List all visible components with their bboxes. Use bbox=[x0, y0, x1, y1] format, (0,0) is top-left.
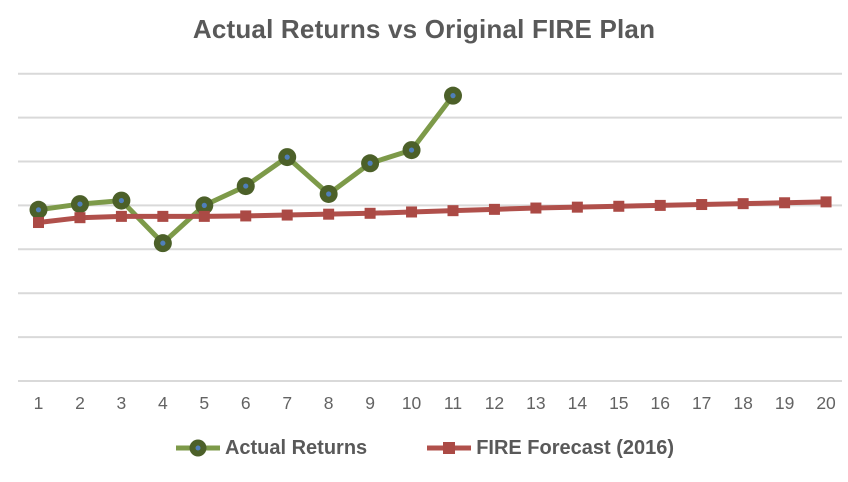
x-axis-tick: 5 bbox=[199, 393, 209, 413]
legend-line-circle-marker-icon bbox=[175, 439, 220, 457]
x-axis-tick: 6 bbox=[241, 393, 251, 413]
data-point-marker bbox=[33, 217, 44, 229]
x-axis-tick: 17 bbox=[692, 393, 711, 413]
data-point-marker bbox=[364, 207, 376, 219]
x-axis-tick: 1 bbox=[34, 393, 44, 413]
data-point-marker bbox=[115, 210, 127, 222]
x-axis-tick: 10 bbox=[402, 393, 422, 413]
x-axis-tick: 2 bbox=[75, 393, 85, 413]
x-axis-tick: 3 bbox=[117, 393, 127, 413]
chart-title: Actual Returns vs Original FIRE Plan bbox=[192, 14, 656, 44]
data-point-marker bbox=[654, 199, 666, 211]
x-axis-tick: 11 bbox=[444, 393, 462, 413]
x-axis-tick: 9 bbox=[365, 393, 375, 413]
data-point-marker-dot bbox=[118, 197, 124, 204]
data-point-marker bbox=[74, 212, 86, 224]
data-point-marker bbox=[613, 200, 625, 212]
data-point-marker bbox=[281, 209, 293, 221]
data-point-marker bbox=[737, 198, 749, 210]
legend-item-actual-returns: Actual Returns bbox=[174, 436, 367, 460]
legend-line-square-marker-icon bbox=[427, 442, 472, 454]
data-point-marker-dot bbox=[284, 154, 290, 160]
data-point-marker-dot bbox=[450, 93, 456, 99]
legend: Actual Returns FIRE Forecast (2016) bbox=[0, 436, 848, 460]
data-point-marker bbox=[488, 203, 500, 215]
data-point-marker bbox=[696, 199, 708, 211]
legend-label-actual-returns: Actual Returns bbox=[224, 436, 368, 459]
data-point-marker-dot bbox=[77, 201, 83, 207]
x-axis-tick: 13 bbox=[526, 393, 545, 413]
x-axis-tick: 12 bbox=[485, 393, 504, 413]
x-axis-tick: 16 bbox=[651, 393, 670, 413]
x-axis-tick: 4 bbox=[158, 393, 168, 413]
x-axis-tick: 18 bbox=[733, 393, 752, 413]
data-point-marker-dot bbox=[201, 202, 207, 208]
x-axis-tick: 8 bbox=[324, 393, 334, 413]
data-point-marker bbox=[779, 197, 791, 209]
data-point-marker bbox=[530, 202, 542, 214]
x-axis-tick: 19 bbox=[775, 393, 794, 413]
data-point-marker bbox=[240, 210, 252, 222]
series-line-fire-forecast bbox=[36, 199, 829, 226]
data-point-marker-dot bbox=[326, 191, 332, 197]
data-point-marker bbox=[820, 196, 832, 208]
x-axis-tick: 15 bbox=[609, 393, 628, 413]
legend-label-fire-forecast: FIRE Forecast (2016) bbox=[476, 436, 675, 459]
data-point-marker bbox=[157, 210, 169, 222]
x-axis-tick: 14 bbox=[568, 393, 588, 413]
data-point-marker bbox=[198, 210, 210, 222]
data-point-marker bbox=[323, 208, 335, 220]
data-point-marker-dot bbox=[243, 183, 249, 189]
data-point-marker bbox=[571, 201, 583, 213]
x-axis-tick: 20 bbox=[816, 393, 836, 413]
data-point-marker-dot bbox=[35, 207, 42, 213]
data-point-marker-dot bbox=[160, 240, 166, 246]
data-point-marker bbox=[447, 205, 459, 217]
data-point-marker-dot bbox=[367, 160, 373, 166]
x-axis-tick: 7 bbox=[282, 393, 292, 413]
data-point-marker-dot bbox=[408, 147, 415, 153]
data-point-marker bbox=[406, 206, 418, 218]
legend-item-fire-forecast: FIRE Forecast (2016) bbox=[425, 436, 674, 460]
